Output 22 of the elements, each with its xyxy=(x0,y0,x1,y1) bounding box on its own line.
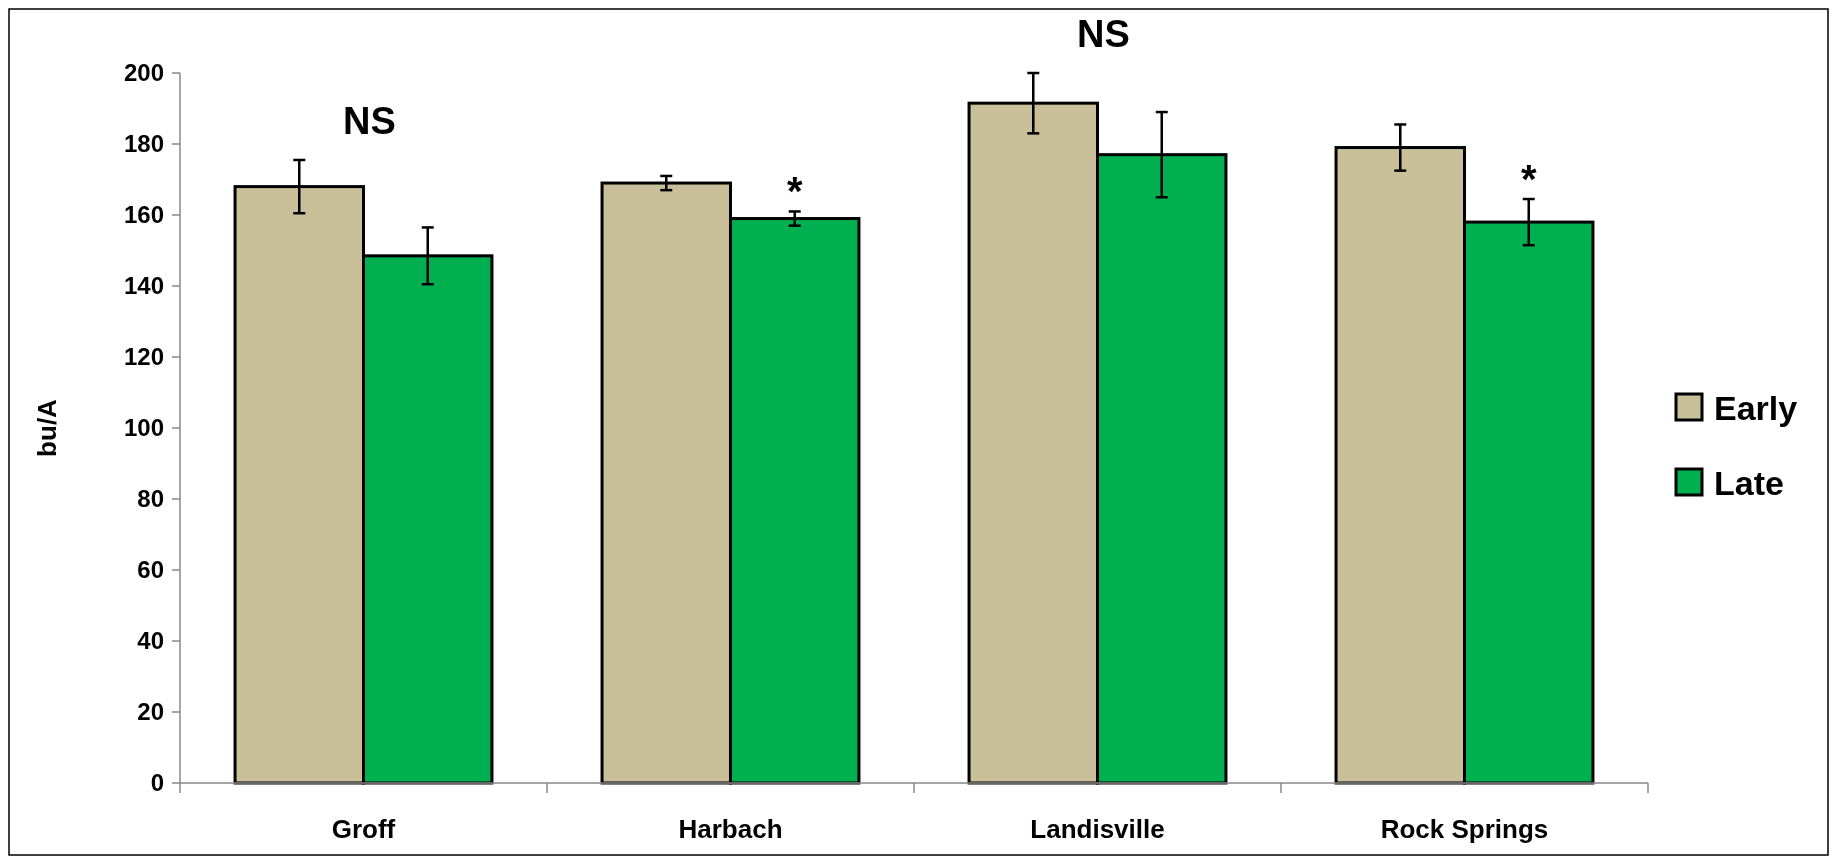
y-tick-label: 0 xyxy=(150,769,164,797)
legend-label: Late xyxy=(1714,463,1784,502)
y-tick-label: 160 xyxy=(123,201,164,229)
y-tick-label: 20 xyxy=(137,698,164,726)
y-tick-label: 120 xyxy=(123,343,164,371)
y-tick-label: 100 xyxy=(123,414,164,442)
annotation: * xyxy=(1520,157,1537,202)
y-tick-label: 180 xyxy=(123,130,164,158)
legend-label: Early xyxy=(1714,388,1798,427)
y-axis-title: bu/A xyxy=(32,398,62,457)
x-tick-label: Rock Springs xyxy=(1380,814,1549,844)
x-tick-label: Groff xyxy=(331,814,396,844)
x-tick-label: Landisville xyxy=(1030,814,1165,844)
y-tick-label: 140 xyxy=(123,272,164,300)
text: NS xyxy=(1077,13,1130,55)
y-tick-label: 200 xyxy=(123,59,164,87)
annotation: * xyxy=(786,169,803,214)
y-tick-label: 40 xyxy=(137,627,164,655)
x-tick-label: Harbach xyxy=(678,814,783,844)
y-tick-label: 60 xyxy=(137,556,164,584)
y-tick-label: 80 xyxy=(137,485,164,513)
annotation: NS xyxy=(343,99,396,142)
